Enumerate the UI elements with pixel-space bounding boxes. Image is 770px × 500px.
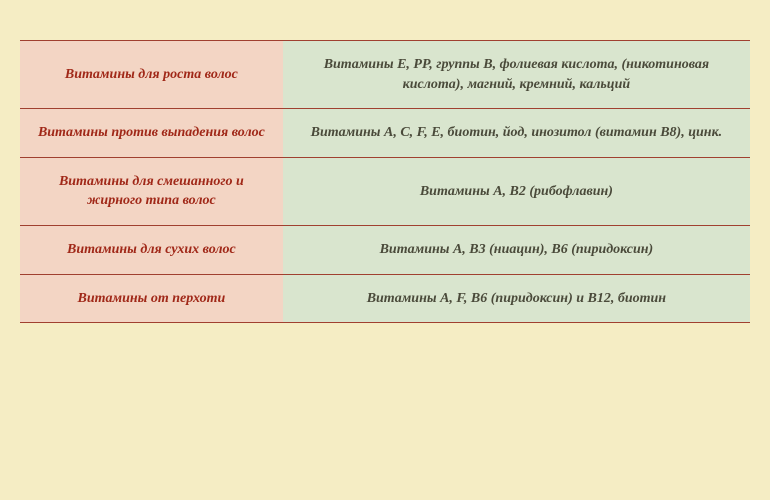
row-label: Витамины для роста волос [20,41,283,109]
table-row: Витамины для смешанного и жирного типа в… [20,157,750,225]
row-value: Витамины Е, РР, группы В, фолиевая кисло… [283,41,750,109]
row-value: Витамины А, В3 (ниацин), В6 (пиридоксин) [283,225,750,274]
row-value: Витамины А, В2 (рибофлавин) [283,157,750,225]
table-row: Витамины от перхоти Витамины А, F, В6 (п… [20,274,750,323]
row-label: Витамины против выпадения волос [20,109,283,158]
table-row: Витамины для сухих волос Витамины А, В3 … [20,225,750,274]
row-label: Витамины для смешанного и жирного типа в… [20,157,283,225]
row-label: Витамины для сухих волос [20,225,283,274]
row-value: Витамины А, С, F, Е, биотин, йод, инозит… [283,109,750,158]
vitamins-table: Витамины для роста волос Витамины Е, РР,… [20,40,750,323]
table-body: Витамины для роста волос Витамины Е, РР,… [20,41,750,323]
table-row: Витамины против выпадения волос Витамины… [20,109,750,158]
row-label: Витамины от перхоти [20,274,283,323]
table-row: Витамины для роста волос Витамины Е, РР,… [20,41,750,109]
row-value: Витамины А, F, В6 (пиридоксин) и В12, би… [283,274,750,323]
